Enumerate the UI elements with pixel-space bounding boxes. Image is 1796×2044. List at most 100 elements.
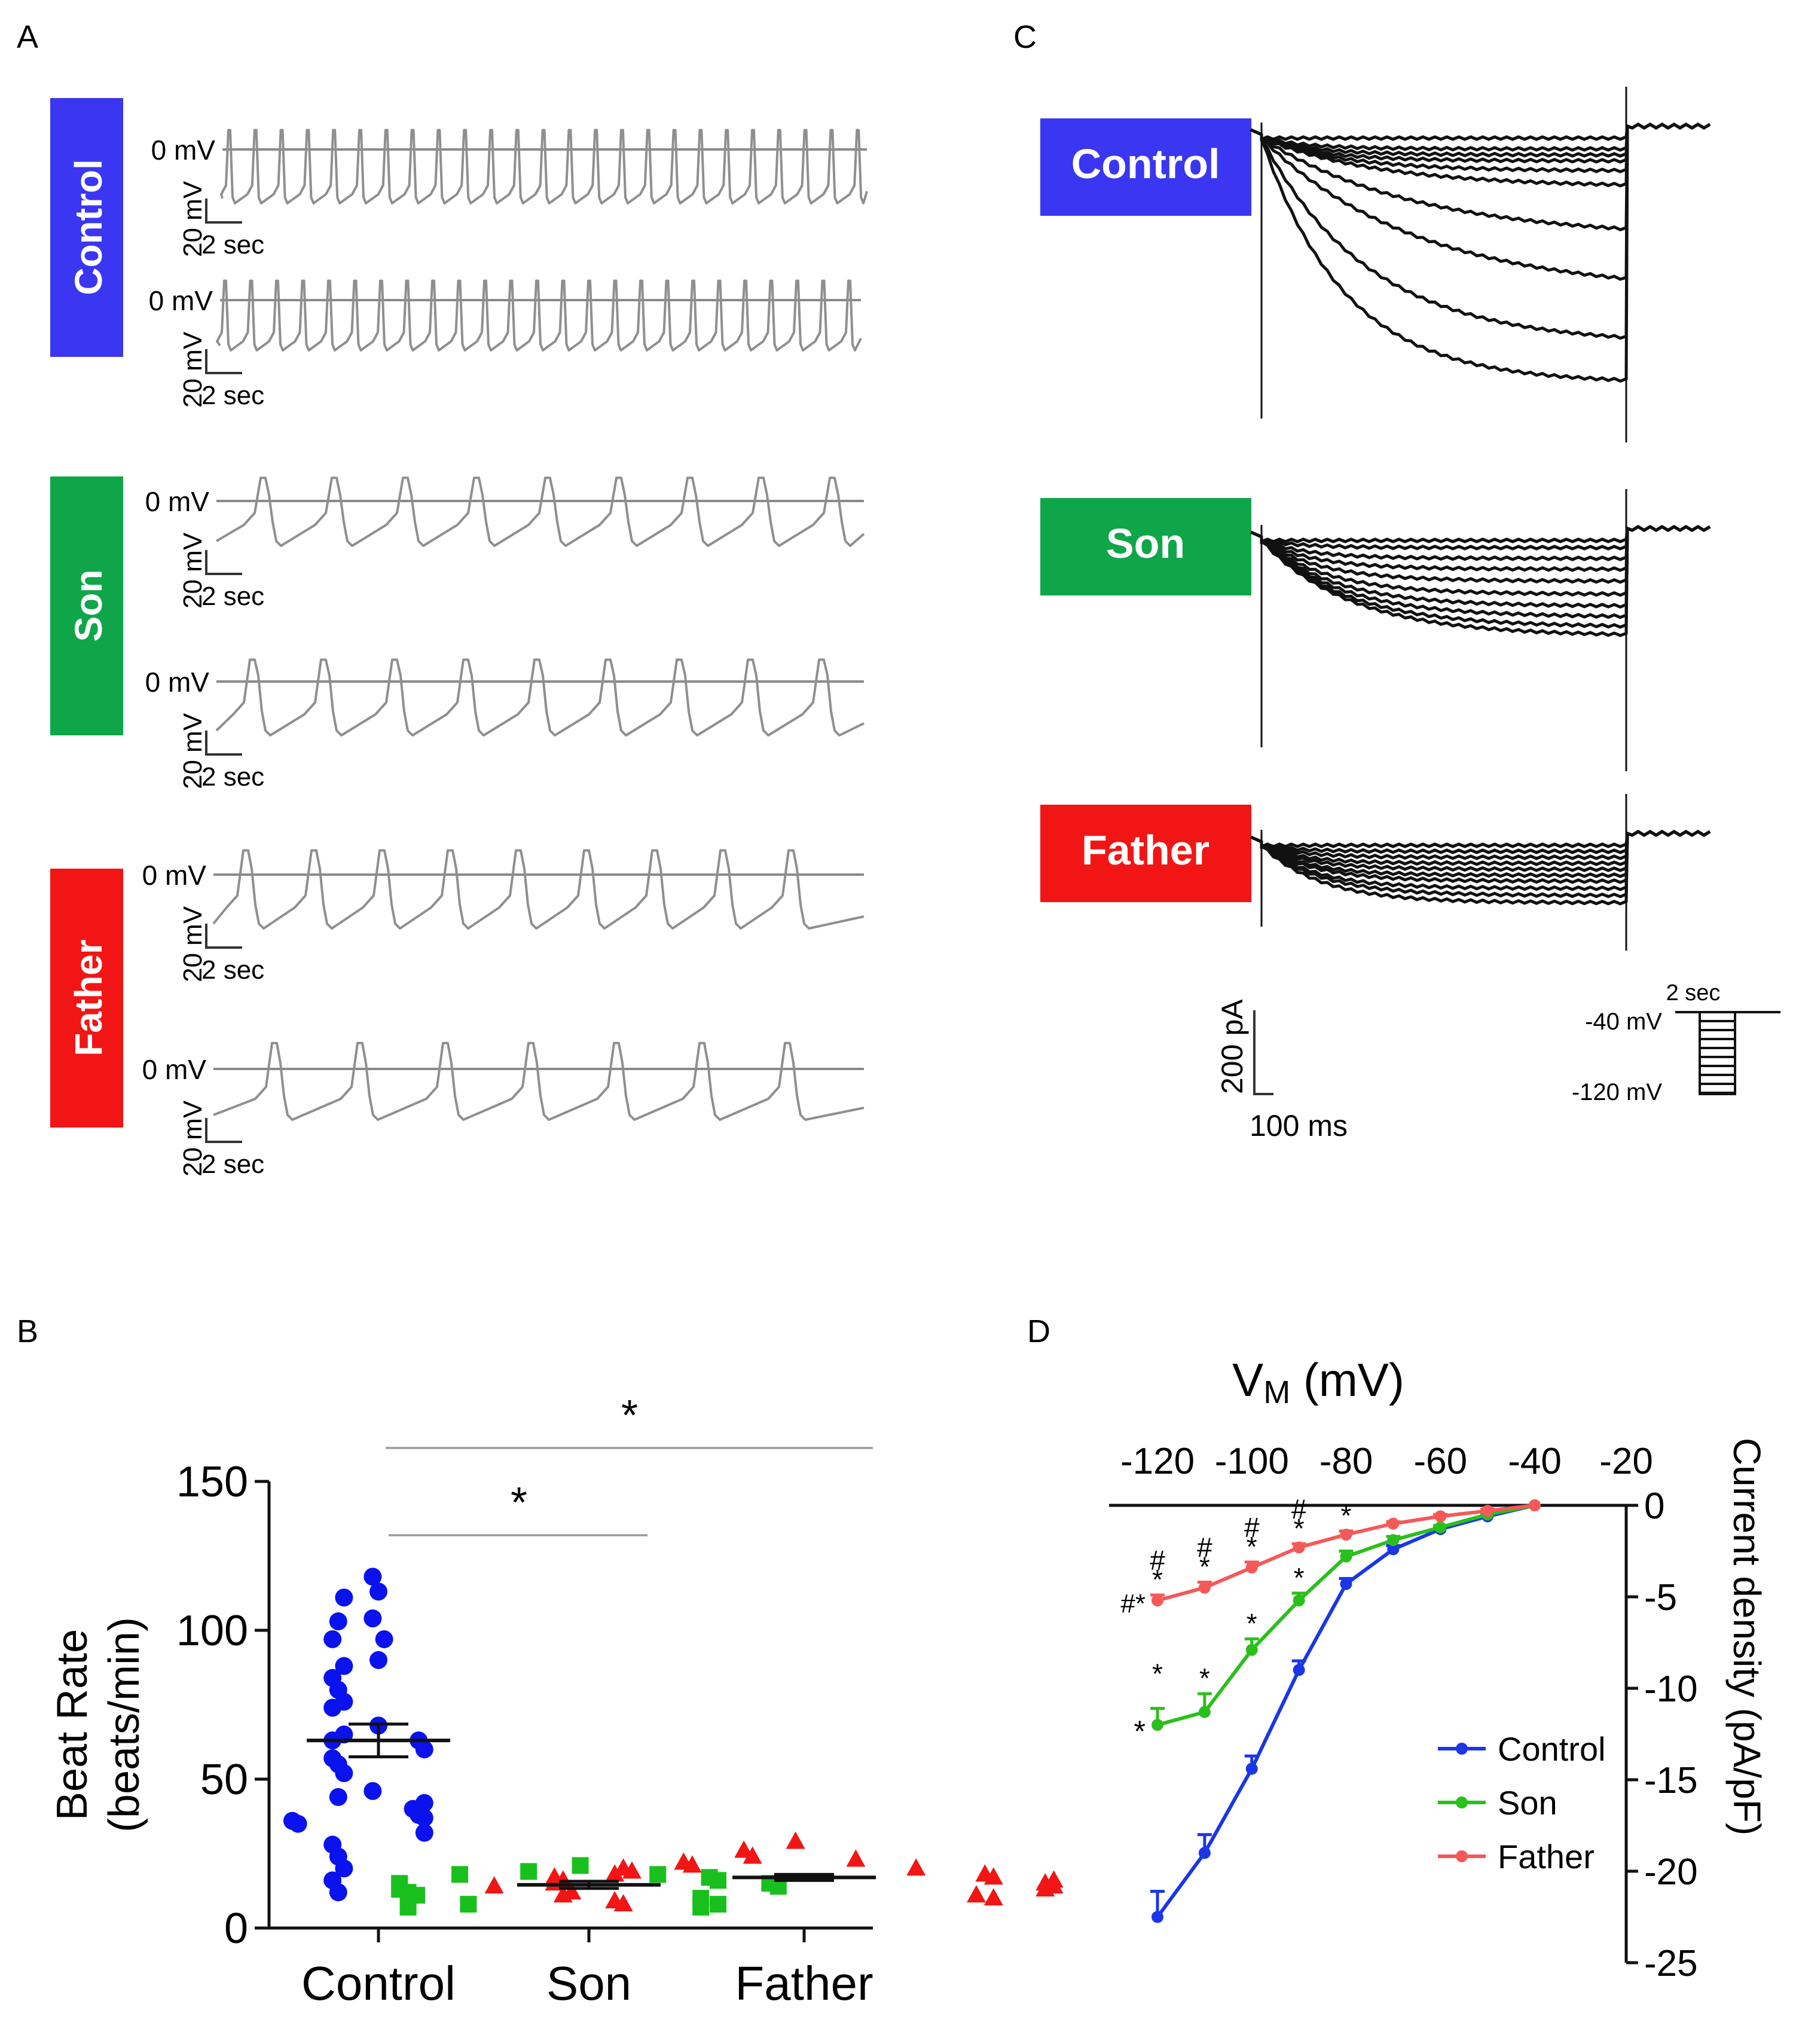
d-y-tick-label: -10 <box>1644 1669 1698 1710</box>
b-point-son <box>451 1866 468 1883</box>
current-trace <box>1250 525 1711 561</box>
current-family-3 <box>1250 794 1711 951</box>
ap-row-3: 0 mV 20 mV2 sec <box>145 476 865 611</box>
b-point-control <box>369 1582 387 1601</box>
ap-row-4: 0 mV 20 mV2 sec <box>145 658 865 792</box>
b-point-control <box>289 1814 307 1833</box>
b-point-control <box>364 1609 382 1628</box>
d-point-son <box>1198 1706 1211 1718</box>
d-point-control <box>1151 1911 1163 1923</box>
zero-mv-label: 0 mV <box>149 285 213 316</box>
c-label-text-father: Father <box>1082 827 1209 873</box>
d-annotation: # <box>1150 1545 1165 1576</box>
d-point-father <box>1434 1510 1447 1523</box>
label-text-son: Son <box>67 570 110 642</box>
b-point-control <box>364 1782 382 1800</box>
ap-scale-time: 2 sec <box>201 381 264 410</box>
b-y-tick-label: 0 <box>224 1905 248 1953</box>
zero-mv-label: 0 mV <box>145 486 210 517</box>
current-trace <box>1250 525 1711 637</box>
panel-b-beat-rate-chart: 0 50 100 150 Control Son Father Beat Rate (bea… <box>48 1392 1064 2010</box>
panel-letter-b: B <box>17 1313 38 1349</box>
b-y-tick-label: 50 <box>200 1756 248 1804</box>
d-legend-label: Control <box>1498 1730 1606 1768</box>
b-point-father <box>983 1888 1003 1906</box>
d-x-tick-label: -80 <box>1319 1441 1373 1482</box>
zero-mv-label: 0 mV <box>142 1054 207 1085</box>
current-family-1 <box>1250 87 1711 442</box>
label-text-control: Control <box>67 159 110 295</box>
ap-scale-bar <box>205 349 242 374</box>
current-trace <box>1250 830 1711 866</box>
ap-scale-voltage: 20 mV <box>178 181 207 257</box>
b-point-control <box>329 1883 347 1902</box>
d-x-tick-label: -20 <box>1599 1441 1653 1482</box>
d-y-tick-label: -5 <box>1644 1577 1677 1618</box>
zero-mv-label: 0 mV <box>145 667 210 698</box>
c-scale-time: 100 ms <box>1250 1109 1348 1142</box>
d-annotation: * <box>1199 1551 1210 1582</box>
ap-scale-time: 2 sec <box>201 230 264 259</box>
d-legend-label: Son <box>1498 1784 1557 1822</box>
b-point-son <box>710 1896 726 1913</box>
d-y-tick-label: -25 <box>1644 1943 1698 1984</box>
d-legend-label: Father <box>1498 1838 1595 1875</box>
d-point-father <box>1293 1541 1305 1554</box>
b-point-son <box>572 1857 589 1874</box>
ap-row-5: 0 mV 20 mV2 sec <box>142 849 865 985</box>
ap-scale-time: 2 sec <box>201 955 264 985</box>
d-annotation: * <box>1294 1562 1305 1593</box>
b-point-control <box>329 1788 347 1806</box>
label-box-son <box>50 476 123 735</box>
ap-scale-voltage: 20 mV <box>178 1100 207 1177</box>
d-annotation: * <box>1199 1663 1210 1694</box>
ap-scale-bar <box>205 198 242 224</box>
d-x-tick-label: -120 <box>1120 1441 1195 1482</box>
panel-letter-c: C <box>1013 19 1037 55</box>
d-x-tick-label: -40 <box>1508 1441 1562 1482</box>
c-label-text-son: Son <box>1106 520 1185 567</box>
ap-scale-voltage: 20 mV <box>178 713 207 789</box>
d-xlabel-main: V <box>1232 1353 1263 1406</box>
b-point-father <box>743 1846 762 1864</box>
label-text-father: Father <box>67 939 110 1056</box>
b-x-tick-label: Control <box>301 1957 456 2010</box>
d-annotation: * <box>1341 1500 1352 1531</box>
ap-row-2: 0 mV 20 mV2 sec <box>149 279 862 410</box>
d-annotation: # <box>1291 1493 1307 1524</box>
d-legend-marker <box>1456 1796 1468 1808</box>
d-point-son <box>1340 1550 1352 1563</box>
d-annotation: * <box>1152 1658 1163 1689</box>
b-point-control <box>375 1630 393 1648</box>
ap-scale-voltage: 20 mV <box>178 331 207 408</box>
b-point-father <box>967 1885 986 1903</box>
d-xlabel: VM (mV) <box>1232 1353 1404 1410</box>
b-point-son <box>649 1866 667 1883</box>
b-point-control <box>369 1651 387 1669</box>
b-point-son <box>460 1896 477 1913</box>
c-label-text-control: Control <box>1071 140 1220 187</box>
b-point-control <box>323 1630 342 1648</box>
b-point-control <box>323 1698 342 1717</box>
d-point-control <box>1245 1762 1258 1775</box>
label-box-control <box>50 98 123 357</box>
b-point-father <box>682 1855 702 1873</box>
d-xlabel-unit: (mV) <box>1290 1353 1404 1406</box>
d-point-control <box>1387 1543 1400 1556</box>
b-point-son <box>520 1863 537 1880</box>
d-annotation: * <box>1152 1564 1163 1595</box>
b-ylabel-line2: (beats/min) <box>100 1617 148 1832</box>
c-label-box-son <box>1040 498 1251 595</box>
ap-trace <box>216 279 862 352</box>
d-annotation: * <box>1294 1513 1305 1544</box>
b-point-father <box>605 1864 625 1882</box>
voltage-protocol: 2 sec -40 mV -120 mV <box>1572 980 1780 1105</box>
b-point-father <box>553 1885 573 1903</box>
b-point-father <box>983 1867 1003 1885</box>
b-y-tick-label: 100 <box>176 1607 248 1655</box>
ap-trace <box>215 658 865 737</box>
d-annotation: # <box>1244 1512 1260 1543</box>
protocol-hold: -40 mV <box>1585 1009 1662 1035</box>
b-point-control <box>335 1764 353 1783</box>
